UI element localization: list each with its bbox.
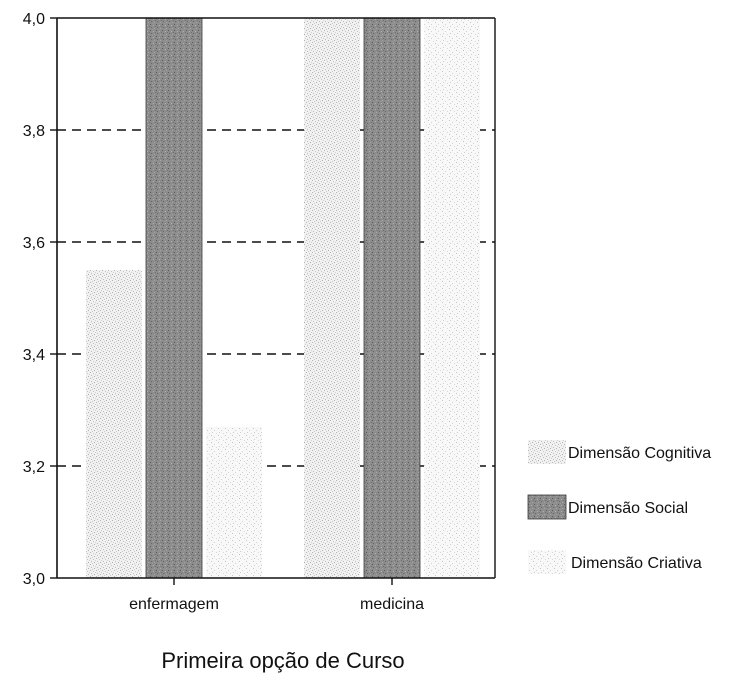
y-tick-label: 3,2	[23, 459, 45, 476]
bar-enfermagem-2	[145, 17, 203, 579]
gridlines	[57, 129, 495, 467]
bar-enfermagem-3	[206, 426, 262, 578]
bar-enfermagem-1	[86, 270, 142, 578]
bar-medicina-2	[363, 17, 421, 579]
axes	[56, 17, 496, 579]
bar-medicina-3	[424, 18, 480, 578]
legend-swatch	[527, 494, 567, 520]
y-tick-label: 3,4	[23, 347, 45, 364]
legend-swatch	[528, 550, 566, 574]
bar-medicina-1	[304, 18, 360, 578]
bars	[86, 17, 480, 579]
legend-label: Dimensão Social	[568, 500, 688, 517]
x-axis-categories: enfermagem medicina	[129, 578, 424, 613]
legend-label: Dimensão Cognitiva	[568, 445, 711, 462]
y-tick-label: 4,0	[23, 11, 45, 28]
x-category-label: enfermagem	[129, 596, 219, 613]
y-tick-label: 3,0	[23, 571, 45, 588]
legend-swatch	[528, 440, 566, 464]
legend-label: Dimensão Criativa	[571, 555, 702, 572]
x-axis-title: Primeira opção de Curso	[161, 648, 404, 673]
y-tick-label: 3,6	[23, 235, 45, 252]
y-axis-ticks: 3,0 3,2 3,4 3,6 3,8 4,0	[23, 11, 57, 588]
legend: Dimensão Cognitiva Dimensão Social Dimensã…	[527, 440, 711, 574]
y-tick-label: 3,8	[23, 123, 45, 140]
x-category-label: medicina	[360, 596, 424, 613]
